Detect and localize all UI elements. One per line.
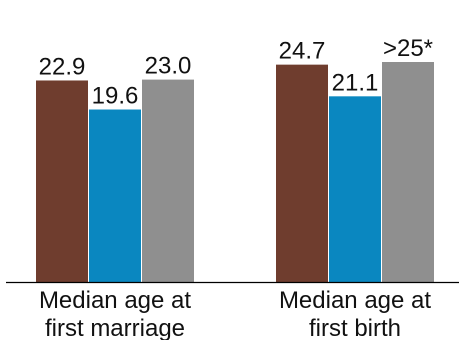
category-label-2-line2: first birth bbox=[309, 315, 401, 340]
value-label-2-2: 21.1 bbox=[332, 69, 379, 96]
value-label-1-3: 23.0 bbox=[145, 53, 192, 80]
category-label-2-line1: Median age at bbox=[279, 287, 431, 314]
bar-1-3 bbox=[142, 79, 194, 282]
value-label-1-1: 22.9 bbox=[39, 53, 86, 80]
bar-1-2 bbox=[89, 109, 141, 283]
category-label-1-line2: first marriage bbox=[45, 315, 185, 340]
value-label-1-2: 19.6 bbox=[92, 83, 139, 110]
bar-1-1 bbox=[36, 80, 88, 282]
value-labels-layer: 22.919.623.0 24.721.1>25* bbox=[39, 35, 433, 110]
category-label-1-line1: Median age at bbox=[39, 287, 191, 314]
bars-layer bbox=[36, 62, 434, 283]
bar-2-3 bbox=[382, 62, 434, 282]
bar-2-2 bbox=[329, 96, 381, 282]
value-label-2-3: >25* bbox=[383, 35, 433, 62]
bar-2-1 bbox=[276, 64, 328, 282]
value-label-2-1: 24.7 bbox=[279, 38, 326, 65]
